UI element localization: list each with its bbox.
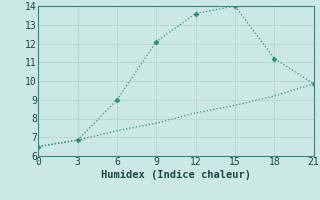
X-axis label: Humidex (Indice chaleur): Humidex (Indice chaleur) (101, 170, 251, 180)
